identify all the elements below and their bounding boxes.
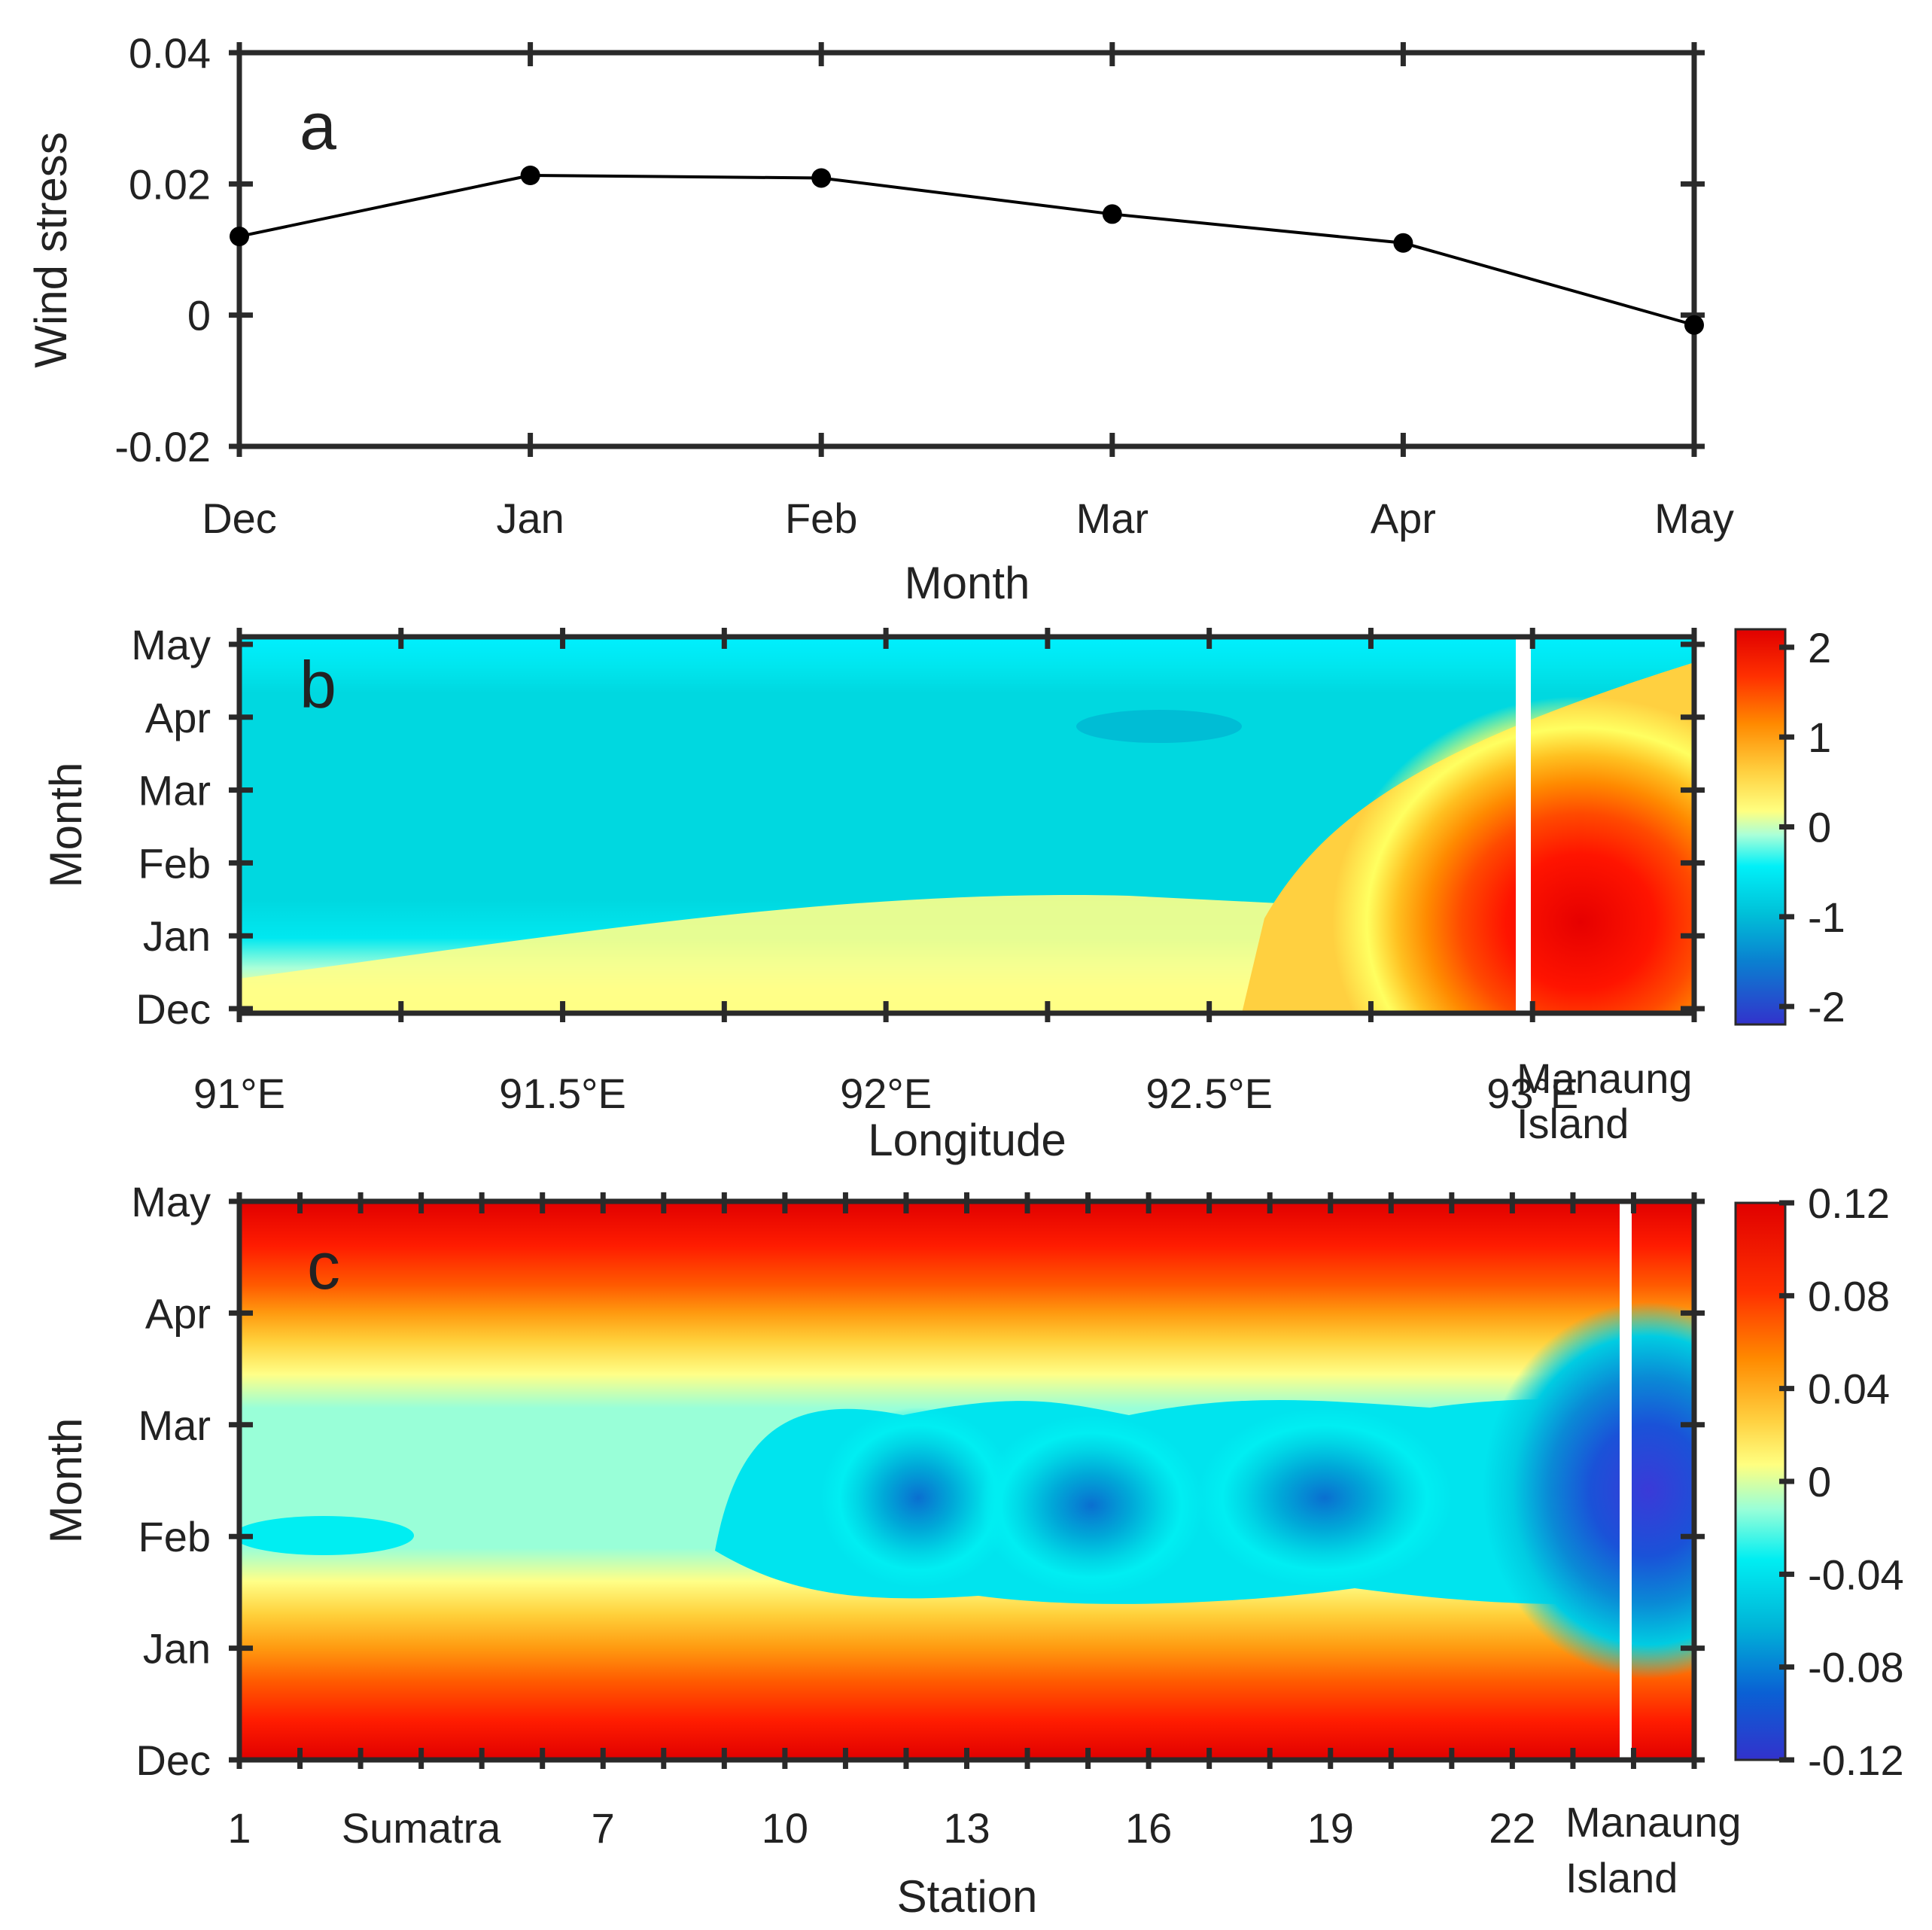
panel-a-ytick-label: 0.02 — [129, 160, 211, 208]
panel-a-point — [1393, 233, 1413, 253]
panel-b-xlabel: Longitude — [868, 1115, 1066, 1165]
panel-c-cold-deep — [1483, 1302, 1694, 1679]
panel-c-ytick-label: May — [131, 1178, 211, 1225]
panel-c-cbar-label: 0 — [1808, 1458, 1831, 1505]
panel-c-cbar-label: 0.12 — [1808, 1180, 1890, 1227]
panel-c-cold-blob-1 — [820, 1408, 1016, 1588]
panel-c-xtick-label: 19 — [1307, 1804, 1354, 1852]
panel-b-island-line1: Manaung — [1517, 1055, 1693, 1102]
panel-a-xtick-label: Apr — [1371, 495, 1436, 542]
panel-a-xtick-label: Feb — [785, 495, 858, 542]
panel-c-ytick-label: Feb — [138, 1513, 211, 1560]
panel-c-y-axis: Dec Jan Feb Mar Apr May — [131, 1178, 1705, 1784]
panel-b-xtick-label: 91°E — [193, 1070, 285, 1117]
panel-c-xtick-label: 7 — [592, 1804, 615, 1852]
panel-b-hot-spot — [1332, 696, 1694, 1013]
panel-a-point — [520, 166, 540, 186]
panel-c-xtick-label: Sumatra — [342, 1804, 501, 1852]
panel-b-ytick-label: May — [131, 621, 211, 668]
panel-c-island-label: Manaung Island — [1565, 1798, 1742, 1901]
panel-b-xtick-label: 91.5°E — [499, 1070, 626, 1117]
panel-b-xtick-label: 92°E — [840, 1070, 932, 1117]
panel-a-series — [230, 166, 1704, 335]
panel-c-island-line — [1620, 1201, 1632, 1760]
panel-b-cool-patch — [1076, 710, 1242, 743]
panel-b-warm-west — [239, 895, 1279, 1013]
panel-c-ylabel: Month — [41, 1418, 91, 1544]
panel-c-xtick-label: 22 — [1489, 1804, 1535, 1852]
panel-b-xtick-label: 93°E — [1486, 1070, 1578, 1117]
panel-b-cbar-label: 1 — [1808, 714, 1831, 761]
panel-b-x-axis: 91°E 91.5°E 92°E 92.5°E 93°E — [193, 628, 1697, 1117]
panel-a-ylabel: Wind stress — [26, 132, 76, 367]
panel-c-xlabel: Station — [897, 1871, 1038, 1922]
panel-b-ytick-label: Apr — [145, 694, 211, 741]
panel-c-cold-blob-2 — [978, 1415, 1204, 1596]
panel-c-colorbar-ticks: 0.12 0.08 0.04 0 -0.04 -0.08 -0.12 — [1779, 1180, 1904, 1784]
panel-c-colorbar — [1734, 1201, 1787, 1761]
panel-c-island-line2: Island — [1565, 1854, 1678, 1901]
panel-b-cbar-label: 2 — [1808, 624, 1831, 671]
panel-a-point — [230, 227, 249, 247]
panel-a-xtick-label: Dec — [202, 495, 277, 542]
panel-c-ytick-label: Jan — [143, 1625, 211, 1673]
panel-b-colorbar — [1734, 628, 1787, 1026]
panel-a-xtick-label: Mar — [1076, 495, 1149, 542]
panel-c-letter: c — [307, 1228, 340, 1303]
panel-c-cbar-label: 0.08 — [1808, 1272, 1890, 1320]
panel-a-point — [811, 168, 832, 188]
panel-c-cbar-label: -0.08 — [1808, 1644, 1904, 1691]
panel-a-xtick-label: May — [1654, 495, 1734, 542]
panel-a-ytick-label: 0 — [187, 292, 211, 339]
panel-a-line — [239, 173, 1695, 327]
panel-c-xtick-label: 10 — [762, 1804, 808, 1852]
panel-c-xtick-label: 16 — [1125, 1804, 1172, 1852]
panel-c-ytick-label: Dec — [135, 1737, 211, 1784]
panel-c-xtick-label: 13 — [943, 1804, 990, 1852]
panel-a-point — [1102, 204, 1122, 224]
panel-b-cbar-label: -1 — [1808, 893, 1845, 941]
panel-b-island-line — [1516, 637, 1531, 1013]
panel-a-xtick-label: Jan — [496, 495, 564, 542]
panel-c-xtick-label: 1 — [227, 1804, 251, 1852]
panel-b: b Dec Jan Feb Mar Apr May 91°E 91.5°E 92°E 92.5°… — [41, 621, 1845, 1165]
panel-b-island-label: Manaung Island — [1517, 1055, 1693, 1147]
panel-a-ytick-label: 0.04 — [129, 29, 211, 77]
panel-c: c Dec Jan Feb Mar Apr May 1 Sumatra 7 10 13 16 19 22… — [41, 1178, 1904, 1922]
panel-b-ylabel: Month — [41, 763, 91, 888]
panel-b-xtick-label: 92.5°E — [1146, 1070, 1273, 1117]
panel-b-field — [239, 637, 1694, 1013]
panel-c-island-line1: Manaung — [1565, 1798, 1742, 1846]
panel-c-x-axis: 1 Sumatra 7 10 13 16 19 22 — [227, 1192, 1697, 1852]
panel-a-x-axis: Dec Jan Feb Mar Apr May — [202, 42, 1734, 542]
panel-c-cbar-label: -0.04 — [1808, 1551, 1904, 1598]
panel-b-ytick-label: Mar — [138, 767, 211, 814]
panel-c-field — [239, 1201, 1694, 1760]
panel-b-letter: b — [300, 647, 336, 722]
panel-b-y-axis: Dec Jan Feb Mar Apr May — [131, 621, 1705, 1033]
panel-a-point — [1684, 315, 1704, 335]
panel-b-cbar-label: 0 — [1808, 804, 1831, 851]
panel-c-ytick-label: Mar — [138, 1402, 211, 1449]
panel-b-island-line2: Island — [1517, 1100, 1629, 1147]
panel-a-y-axis: -0.02 0 0.02 0.04 — [114, 29, 1705, 470]
panel-a-xlabel: Month — [905, 558, 1030, 608]
panel-b-frame — [236, 634, 1697, 1016]
panel-b-ytick-label: Feb — [138, 839, 211, 887]
panel-b-cbar-label: -2 — [1808, 983, 1845, 1030]
panel-c-cold-blob-3 — [1197, 1408, 1453, 1588]
panel-c-cyan-lens — [239, 1516, 414, 1555]
panel-b-colorbar-ticks: 2 1 0 -1 -2 — [1779, 624, 1845, 1030]
panel-a-ytick-label: -0.02 — [114, 423, 211, 470]
panel-b-ytick-label: Jan — [143, 912, 211, 960]
panel-b-ytick-label: Dec — [135, 985, 211, 1033]
panel-c-cbar-label: -0.12 — [1808, 1737, 1904, 1784]
panel-c-ytick-label: Apr — [145, 1289, 211, 1337]
panel-a-letter: a — [300, 89, 336, 163]
panel-a: a -0.02 0 0.02 0.04 Dec Jan Feb Mar Apr May Wind… — [26, 29, 1734, 608]
panel-a-frame — [236, 50, 1697, 449]
panel-c-cbar-label: 0.04 — [1808, 1365, 1890, 1413]
